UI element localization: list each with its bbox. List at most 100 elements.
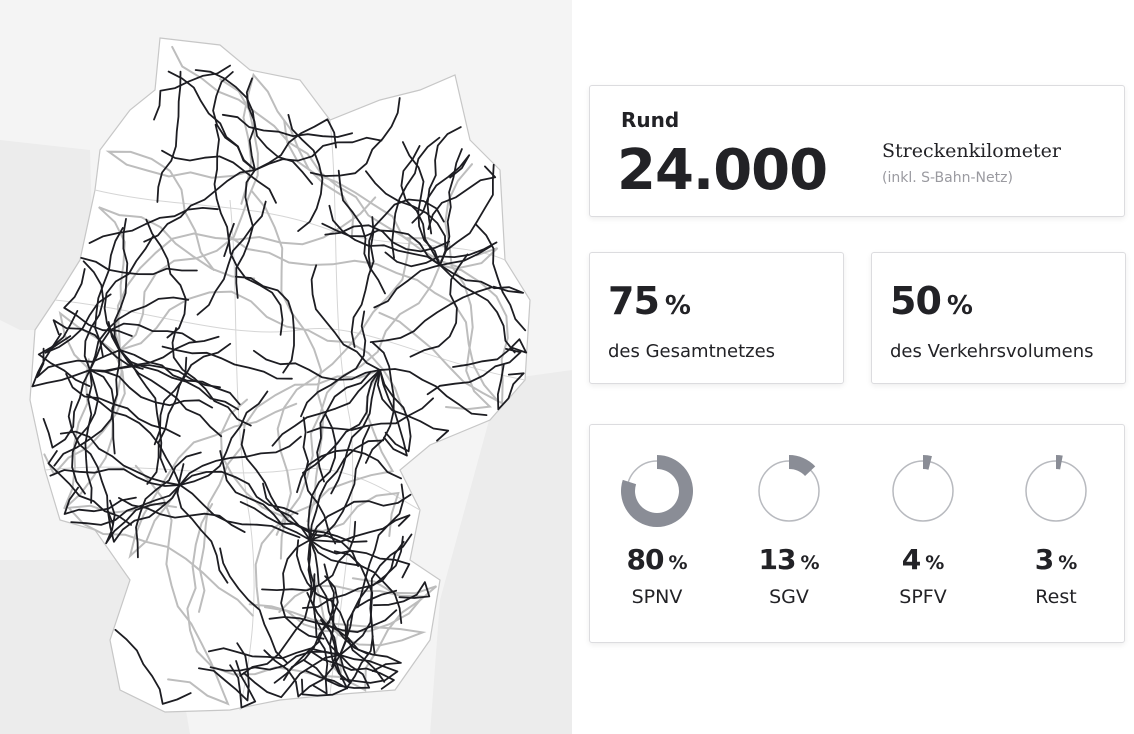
breakdown-item-rest: 3% Rest: [989, 453, 1123, 623]
rail-line: [316, 370, 372, 483]
rail-line: [452, 338, 528, 368]
rail-line: [367, 198, 445, 272]
donut-arc: [621, 455, 693, 527]
rail-line: [213, 123, 230, 257]
rail-line: [71, 369, 99, 495]
rail-line: [280, 539, 325, 640]
rail-line: [179, 390, 269, 486]
rail-line: [309, 97, 401, 177]
network-share-number: 75: [608, 279, 660, 323]
rail-line: [444, 163, 492, 411]
rail-line: [254, 118, 337, 171]
rail-line: [295, 539, 347, 656]
rail-line: [475, 223, 527, 332]
rail-line: [153, 64, 231, 121]
rail-line: [179, 435, 302, 486]
state-boundaries: [44, 119, 526, 711]
rail-line: [70, 484, 181, 526]
rail-line: [426, 348, 522, 396]
rail-line: [234, 275, 295, 374]
breakdown-label: SGV: [769, 586, 809, 608]
rail-line: [67, 400, 114, 526]
rail-line: [439, 264, 516, 354]
rail-line: [196, 200, 267, 316]
rail-line: [279, 264, 441, 560]
neighbour-land-east: [430, 370, 572, 734]
network-share-card: 75% des Gesamtnetzes: [589, 252, 844, 384]
rail-line: [356, 483, 405, 609]
network-share-value: 75%: [608, 279, 691, 323]
rail-line: [53, 369, 115, 467]
rail-line: [86, 393, 181, 486]
rail-line: [350, 216, 375, 348]
rail-line: [89, 369, 214, 409]
rail-lines-main: [31, 64, 528, 709]
rail-line: [369, 286, 493, 343]
rail-line: [411, 154, 471, 224]
rail-line: [306, 592, 329, 695]
rail-line: [309, 539, 411, 579]
rail-line: [302, 654, 371, 689]
rail-line: [63, 268, 133, 337]
rail-line: [156, 70, 182, 203]
traffic-share-value: 50%: [890, 279, 973, 323]
breakdown-percent-sign: %: [668, 552, 688, 574]
rail-line: [309, 539, 369, 655]
breakdown-percent-sign: %: [800, 552, 820, 574]
rail-line: [229, 660, 257, 709]
rail-line: [89, 296, 190, 371]
rail-line: [379, 369, 412, 453]
rail-line: [219, 547, 288, 664]
traffic-share-number: 50: [890, 279, 942, 323]
rail-line: [376, 369, 450, 442]
donut-track: [892, 460, 954, 522]
rail-line: [402, 141, 441, 266]
breakdown-label: Rest: [1035, 586, 1077, 608]
rail-line: [337, 169, 386, 295]
rail-network-map: [0, 0, 572, 734]
rail-line: [254, 136, 383, 171]
rail-line: [63, 486, 137, 515]
breakdown-value: 80%: [590, 543, 724, 576]
rail-line: [254, 369, 395, 610]
breakdown-value: 4%: [856, 543, 990, 576]
total-length-value: 24.000: [617, 138, 828, 203]
rail-line: [44, 293, 112, 354]
traffic-share-percent-sign: %: [946, 291, 973, 321]
breakdown-number: 4: [901, 543, 922, 576]
rail-line: [427, 165, 497, 230]
rail-line: [365, 341, 395, 464]
donut-arc: [789, 455, 816, 476]
rail-line: [134, 464, 230, 706]
breakdown-item-spnv: 80% SPNV: [590, 453, 724, 623]
rail-line: [379, 368, 488, 416]
breakdown-percent-sign: %: [1058, 552, 1078, 574]
rail-line: [309, 514, 411, 543]
rail-line: [253, 349, 381, 381]
rail-line: [89, 322, 196, 371]
rail-line: [439, 163, 495, 266]
rail-line: [119, 78, 259, 351]
rail-line: [119, 349, 241, 406]
rail-line: [145, 218, 187, 339]
rail-line: [114, 628, 192, 705]
rail-line: [105, 499, 166, 545]
rail-line: [307, 530, 341, 656]
breakdown-number: 3: [1034, 543, 1055, 576]
rail-line: [271, 369, 381, 447]
rail-line: [330, 369, 381, 495]
rail-line: [161, 345, 293, 380]
rail-line: [176, 463, 229, 584]
donut-track: [1025, 460, 1087, 522]
rail-line: [209, 650, 341, 672]
total-length-prefix: Rund: [621, 108, 680, 132]
rail-line: [306, 397, 434, 434]
rail-line: [228, 235, 500, 403]
rail-line: [235, 169, 256, 299]
rail-line: [283, 119, 499, 269]
rail-line: [52, 319, 144, 370]
rail-line: [243, 654, 341, 699]
traffic-share-card: 50% des Verkehrsvolumens: [871, 252, 1126, 384]
rail-line: [194, 69, 256, 171]
breakdown-label: SPFV: [899, 586, 947, 608]
